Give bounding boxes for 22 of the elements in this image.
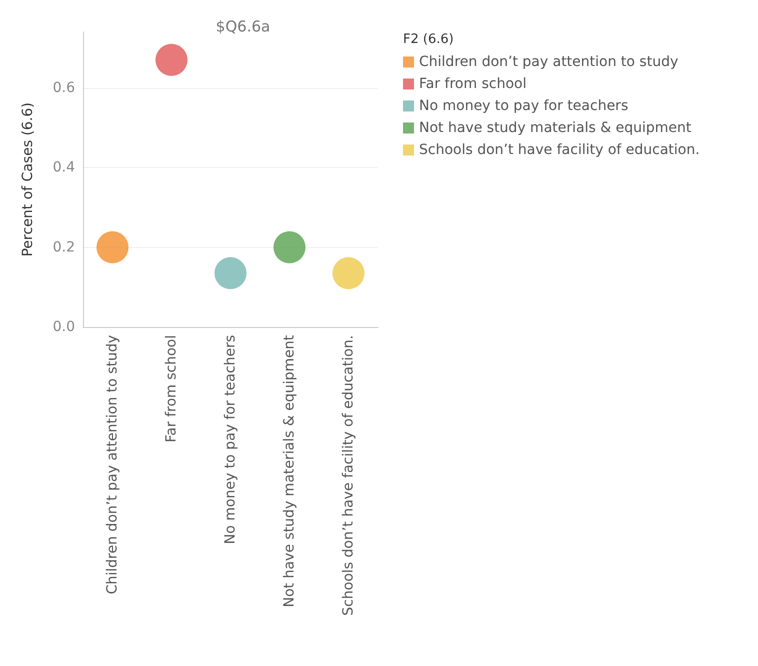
legend-title: F2 (6.6) <box>403 32 454 47</box>
y-tick-label: 0.4 <box>52 160 76 176</box>
y-tick-label: 0.6 <box>52 80 76 96</box>
y-tick-label: 0.0 <box>52 319 75 335</box>
legend-label: Not have study materials & equipment <box>419 120 692 136</box>
point <box>274 231 306 264</box>
point <box>332 257 364 290</box>
x-tick-label: Not have study materials & equipment <box>282 334 298 608</box>
legend-label: Far from school <box>419 76 526 92</box>
y-axis-title: Percent of Cases (6.6) <box>20 102 36 257</box>
x-tick-label: Children don’t pay attention to study <box>104 335 120 594</box>
point <box>214 257 246 290</box>
y-tick-label: 0.2 <box>52 239 75 256</box>
point <box>96 231 128 264</box>
legend-label: No money to pay for teachers <box>419 98 628 114</box>
x-tick-label: Schools don’t have facility of education. <box>340 335 356 616</box>
legend-label: Schools don’t have facility of education. <box>419 142 700 158</box>
point <box>156 44 188 76</box>
x-tick-label: Far from school <box>164 335 180 442</box>
legend-label: Children don’t pay attention to study <box>419 54 678 70</box>
chart-title: $Q6.6a <box>216 18 270 36</box>
x-tick-label: No money to pay for teachers <box>222 335 238 544</box>
